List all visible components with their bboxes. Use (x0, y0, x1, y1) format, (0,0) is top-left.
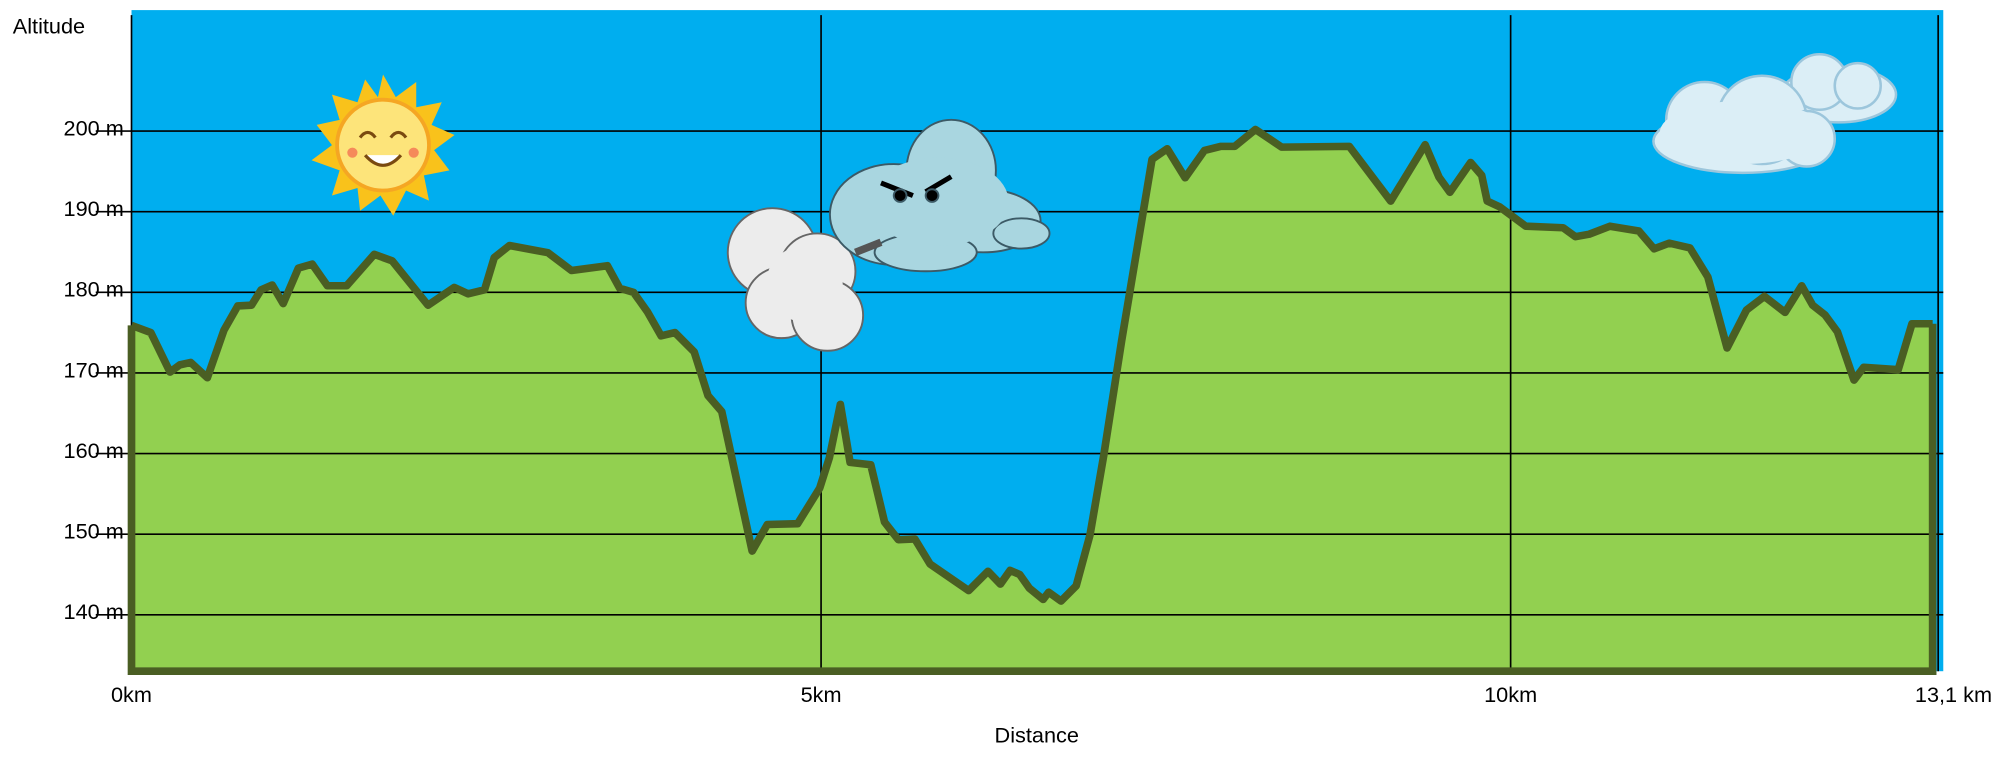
area-layer (131, 129, 1933, 672)
angry-cloud (828, 118, 1051, 273)
x-tick-label: 0km (111, 682, 152, 707)
area-fill (131, 129, 1933, 672)
y-axis-title: Altitude (13, 14, 85, 39)
sun (311, 74, 455, 216)
y-tick-label: 160 m (64, 438, 124, 463)
y-tick-label: 170 m (64, 357, 124, 382)
profile-frame (127, 323, 1937, 675)
puff-cloud (726, 207, 865, 352)
sun-face (335, 97, 431, 193)
y-tick-label: 150 m (64, 519, 124, 544)
x-tick-label: 10km (1484, 682, 1537, 707)
y-tick-label: 180 m (64, 277, 124, 302)
x-tick-label: 5km (801, 682, 842, 707)
x-axis-title: Distance (995, 723, 1079, 748)
x-tick-label: 13,1 km (1915, 682, 1992, 707)
sun-eyes (358, 130, 408, 139)
sun-smile (363, 154, 403, 167)
profile-line (130, 125, 1933, 605)
sun-cheek (408, 147, 419, 158)
y-tick-label: 140 m (64, 599, 124, 624)
y-tick-label: 190 m (64, 196, 124, 221)
y-tick-label: 200 m (64, 116, 124, 141)
sun-cheek (347, 147, 358, 158)
clouds (1652, 52, 1898, 175)
line-layer (127, 125, 1937, 675)
